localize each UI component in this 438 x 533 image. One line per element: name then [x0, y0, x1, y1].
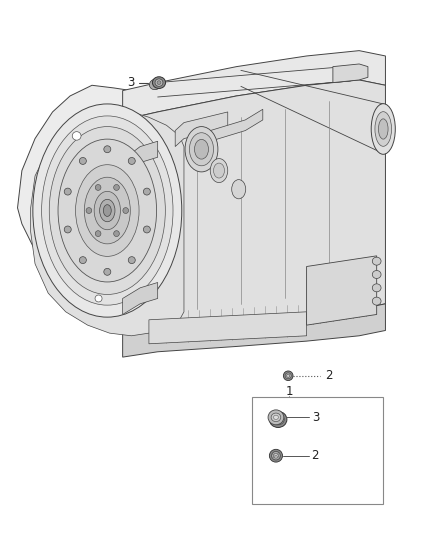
Ellipse shape	[375, 112, 392, 147]
Ellipse shape	[152, 77, 166, 88]
Ellipse shape	[214, 163, 224, 178]
Ellipse shape	[210, 159, 228, 182]
Ellipse shape	[155, 79, 163, 86]
Ellipse shape	[143, 188, 150, 195]
Polygon shape	[333, 64, 368, 83]
Ellipse shape	[58, 139, 157, 282]
Ellipse shape	[372, 297, 381, 305]
Ellipse shape	[95, 231, 101, 237]
Ellipse shape	[272, 414, 284, 425]
Ellipse shape	[42, 116, 173, 305]
Ellipse shape	[286, 374, 290, 377]
Text: 3: 3	[312, 411, 319, 424]
Ellipse shape	[64, 226, 71, 233]
Polygon shape	[175, 112, 228, 147]
Text: 2: 2	[311, 449, 319, 462]
Ellipse shape	[95, 184, 101, 190]
Ellipse shape	[104, 146, 111, 152]
Ellipse shape	[143, 226, 150, 233]
Ellipse shape	[269, 449, 283, 462]
Polygon shape	[123, 80, 385, 330]
Polygon shape	[123, 304, 385, 357]
Text: 2: 2	[325, 369, 332, 382]
Ellipse shape	[84, 177, 131, 244]
Ellipse shape	[285, 373, 291, 378]
Ellipse shape	[268, 410, 284, 425]
Ellipse shape	[372, 257, 381, 265]
Ellipse shape	[194, 140, 208, 159]
Ellipse shape	[372, 271, 381, 279]
Ellipse shape	[95, 295, 102, 302]
Ellipse shape	[371, 103, 396, 155]
Polygon shape	[123, 141, 158, 176]
Ellipse shape	[149, 79, 162, 90]
Ellipse shape	[103, 205, 111, 216]
Ellipse shape	[94, 191, 120, 230]
Ellipse shape	[86, 208, 92, 213]
Ellipse shape	[49, 127, 166, 295]
Polygon shape	[123, 51, 385, 120]
Ellipse shape	[232, 180, 246, 199]
Ellipse shape	[273, 453, 279, 458]
Ellipse shape	[372, 284, 381, 292]
Ellipse shape	[378, 119, 388, 139]
Ellipse shape	[283, 371, 293, 381]
Ellipse shape	[271, 413, 281, 422]
Polygon shape	[149, 312, 307, 344]
Ellipse shape	[33, 104, 182, 317]
Polygon shape	[18, 85, 193, 346]
Ellipse shape	[114, 184, 119, 190]
Ellipse shape	[190, 133, 214, 166]
Polygon shape	[123, 282, 158, 314]
Polygon shape	[31, 109, 184, 336]
FancyBboxPatch shape	[252, 397, 383, 504]
Text: 3: 3	[127, 76, 134, 89]
Ellipse shape	[185, 127, 218, 172]
Ellipse shape	[76, 165, 139, 256]
Ellipse shape	[72, 132, 81, 140]
Ellipse shape	[64, 188, 71, 195]
Ellipse shape	[114, 231, 119, 237]
Ellipse shape	[269, 411, 287, 427]
Polygon shape	[210, 109, 263, 141]
Ellipse shape	[157, 80, 161, 84]
Text: 1: 1	[285, 385, 293, 398]
Ellipse shape	[128, 257, 135, 264]
Ellipse shape	[79, 157, 86, 164]
Ellipse shape	[79, 257, 86, 264]
Ellipse shape	[123, 208, 129, 213]
Ellipse shape	[104, 269, 111, 275]
Polygon shape	[307, 256, 377, 325]
Ellipse shape	[272, 451, 280, 460]
Ellipse shape	[99, 199, 115, 222]
Ellipse shape	[273, 415, 279, 419]
Ellipse shape	[128, 157, 135, 164]
